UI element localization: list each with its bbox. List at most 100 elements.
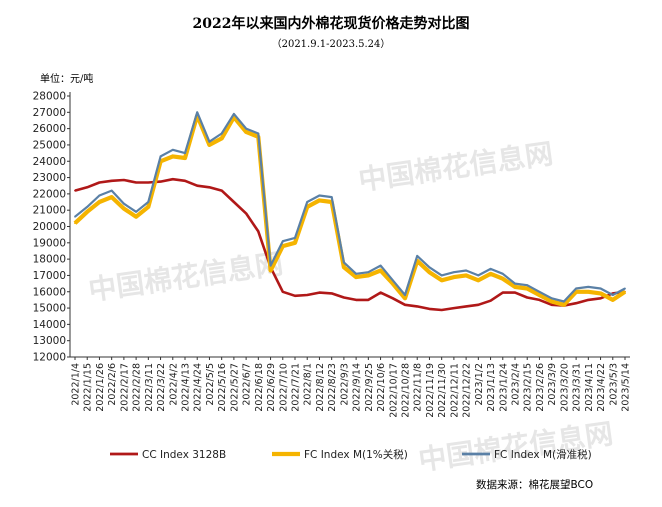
data-point-series-3 <box>245 127 248 130</box>
series-line-1 <box>74 177 626 312</box>
x-tick-label: 2023/3/9 <box>547 363 558 406</box>
y-tick-label: 19000 <box>33 237 66 249</box>
data-point-series-1 <box>196 184 199 187</box>
x-tick-label: 2022/1/26 <box>95 363 106 412</box>
x-tick-label: 2022/9/25 <box>364 363 375 412</box>
data-point-series-3 <box>367 271 370 274</box>
data-point-series-1 <box>220 189 223 192</box>
y-tick-label: 14000 <box>33 319 66 331</box>
x-tick-label: 2023/4/22 <box>596 363 607 412</box>
data-point-series-2 <box>233 116 235 119</box>
x-tick-label: 2022/2/28 <box>132 363 143 412</box>
watermark-text: 中国棉花信息网 <box>86 247 285 307</box>
data-point-series-3 <box>440 274 443 277</box>
y-tick-label: 21000 <box>33 205 66 217</box>
data-point-series-1 <box>465 305 467 308</box>
data-point-series-3 <box>147 201 150 203</box>
x-tick-label: 2022/6/7 <box>242 363 253 406</box>
data-point-series-1 <box>245 212 248 215</box>
data-point-series-3 <box>86 206 89 208</box>
data-point-series-2 <box>428 271 431 274</box>
x-tick-label: 2022/8/12 <box>315 363 326 412</box>
y-tick-label: 17000 <box>33 270 66 282</box>
data-point-series-1 <box>575 302 577 305</box>
data-point-series-2 <box>563 303 565 306</box>
series-line-2 <box>73 113 627 307</box>
data-point-series-3 <box>269 264 272 267</box>
data-point-series-2 <box>538 294 541 296</box>
data-point-series-1 <box>587 299 590 301</box>
data-point-series-1 <box>343 296 345 299</box>
data-point-series-2 <box>135 215 138 218</box>
data-point-series-2 <box>245 131 248 133</box>
data-point-series-2 <box>367 274 370 277</box>
data-point-series-1 <box>538 299 541 301</box>
data-point-series-1 <box>257 230 260 233</box>
data-point-series-2 <box>391 282 394 285</box>
data-point-series-1 <box>550 303 553 306</box>
data-point-series-2 <box>501 277 504 280</box>
data-point-series-2 <box>281 245 284 248</box>
x-tick-label: 2023/2/4 <box>511 363 522 406</box>
data-point-series-2 <box>343 266 345 269</box>
x-tick-label: 2022/5/27 <box>229 363 240 412</box>
x-tick-label: 2023/1/2 <box>474 363 485 406</box>
data-point-series-2 <box>220 137 223 140</box>
data-point-series-2 <box>86 210 89 213</box>
data-point-series-3 <box>196 111 199 114</box>
data-point-series-1 <box>514 291 516 294</box>
data-point-series-3 <box>587 286 590 288</box>
data-point-series-1 <box>294 294 296 297</box>
x-tick-label: 2022/11/19 <box>425 363 436 418</box>
x-tick-label: 2022/4/13 <box>181 363 192 412</box>
data-point-series-3 <box>74 215 76 218</box>
data-point-series-1 <box>599 297 602 300</box>
x-tick-label: 2023/2/15 <box>523 363 534 412</box>
data-point-series-1 <box>184 179 186 182</box>
x-tick-label: 2022/8/23 <box>327 363 338 412</box>
x-tick-label: 2022/12/22 <box>462 363 473 418</box>
x-tick-label: 2022/2/6 <box>107 363 118 406</box>
data-point-series-2 <box>477 279 480 282</box>
data-point-series-2 <box>379 269 382 272</box>
x-tick-label: 2022/5/5 <box>205 363 216 406</box>
data-point-series-3 <box>599 287 602 290</box>
y-tick-label: 25000 <box>33 139 66 151</box>
axes: 12000 13000 14000 15000 16000 17000 18000 19000… <box>33 91 632 418</box>
data-point-series-2 <box>489 272 492 275</box>
data-point-series-3 <box>526 284 529 287</box>
data-point-series-3 <box>404 294 406 296</box>
y-tick-label: 22000 <box>33 188 66 200</box>
data-point-series-3 <box>135 210 138 213</box>
data-point-series-1 <box>147 181 150 184</box>
data-point-series-3 <box>453 271 455 274</box>
data-point-series-1 <box>477 303 480 306</box>
x-tick-label: 2022/8/1 <box>303 363 314 406</box>
x-tick-label: 2023/3/31 <box>572 363 583 412</box>
legend-label-3: FC Index M(滑准税) <box>494 448 592 461</box>
data-point-series-2 <box>611 299 614 301</box>
data-point-series-1 <box>501 291 504 294</box>
legend: CC Index 3128B FC Index M(1%关税) FC Index M… <box>110 448 592 461</box>
data-point-series-1 <box>391 297 394 300</box>
y-tick-label: 28000 <box>33 91 66 103</box>
chart-subtitle: （2021.9.1-2023.5.24） <box>272 38 391 50</box>
y-tick-label: 15000 <box>33 303 66 315</box>
data-point-series-3 <box>306 201 309 203</box>
data-point-series-2 <box>440 279 443 282</box>
data-point-series-3 <box>611 294 614 296</box>
data-point-series-1 <box>367 299 370 301</box>
data-point-series-3 <box>318 194 321 197</box>
data-point-series-3 <box>514 282 516 285</box>
data-point-series-1 <box>526 296 529 299</box>
x-tick-label: 2022/2/17 <box>119 363 130 412</box>
x-tick-label: 2022/6/29 <box>266 363 277 412</box>
data-point-series-1 <box>171 178 174 181</box>
data-point-series-3 <box>477 274 480 277</box>
data-point-series-2 <box>465 274 467 277</box>
x-tick-label: 2022/9/14 <box>352 363 363 412</box>
x-tick-label: 2022/1/15 <box>83 363 94 412</box>
chart-title: 2022年以来国内外棉花现货价格走势对比图 <box>193 15 470 32</box>
data-point-series-1 <box>404 303 406 306</box>
